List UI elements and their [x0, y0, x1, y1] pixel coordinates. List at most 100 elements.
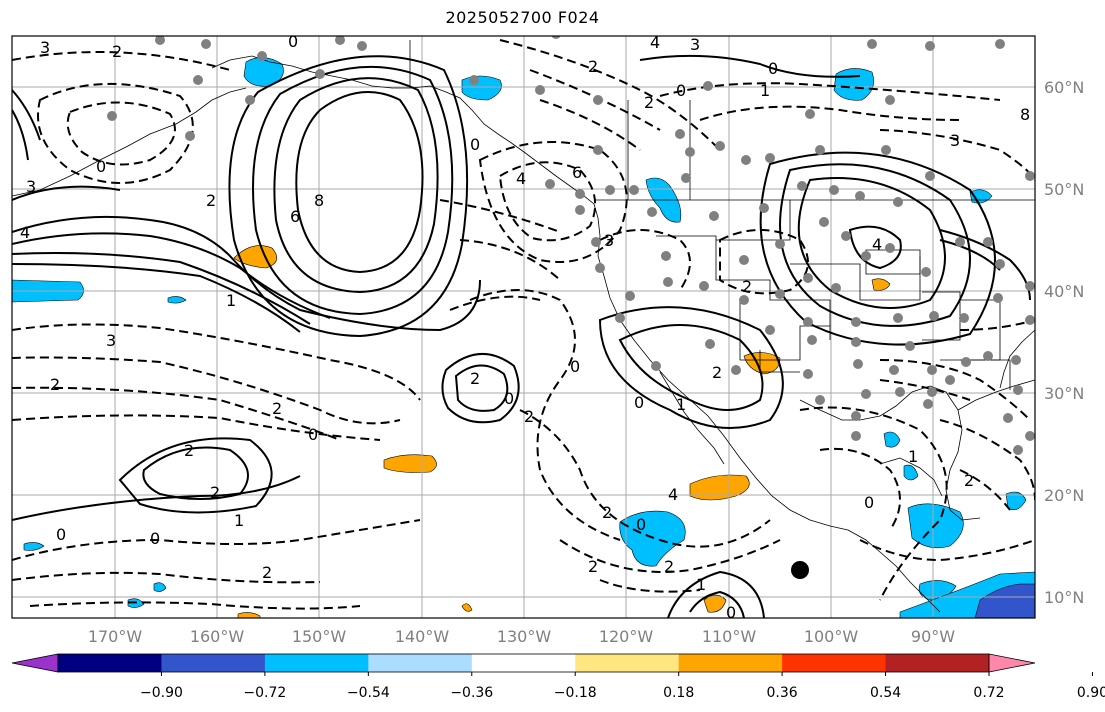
colorbar-tick-label: 0.72 — [973, 685, 1004, 701]
shade-blue-carib-2 — [1005, 491, 1027, 511]
contour-label: 3 — [950, 131, 960, 150]
colorbar-segment — [575, 654, 680, 672]
colorbar-tick-label: −0.72 — [243, 685, 286, 701]
contour-label: 0 — [150, 529, 160, 548]
lat-label: 10°N — [1044, 588, 1084, 607]
contour-label: 6 — [572, 163, 582, 182]
contour-label: 0 — [288, 32, 298, 51]
lon-label: 140°W — [395, 627, 450, 646]
shade-orange-sw — [743, 352, 781, 375]
contour-label: 0 — [634, 393, 644, 412]
colorbar-extend-max — [988, 653, 1036, 673]
shade-blue-small-1 — [167, 296, 187, 304]
contour-label: 1 — [676, 395, 686, 414]
contour-label: 1 — [908, 447, 918, 466]
shade-blue-small-4 — [153, 582, 167, 592]
contour-label: 1 — [226, 291, 236, 310]
shade-orange-pac-3 — [689, 474, 750, 501]
lon-label: 90°W — [911, 627, 955, 646]
contour-label: 0 — [726, 603, 736, 622]
contour-label: 0 — [570, 357, 580, 376]
lon-label: 170°W — [88, 627, 143, 646]
contour-label: 2 — [664, 557, 674, 576]
contour-label: 2 — [602, 503, 612, 522]
contour-label: 0 — [504, 389, 514, 408]
contour-label: 2 — [964, 471, 974, 490]
contour-label: 4 — [516, 169, 526, 188]
shade-navy-se — [974, 583, 1035, 618]
lat-label: 20°N — [1044, 486, 1084, 505]
contour-label: 0 — [864, 493, 874, 512]
contour-label: 0 — [636, 515, 646, 534]
colorbar-tick-label: 0.54 — [870, 685, 901, 701]
contour-label: 0 — [56, 525, 66, 544]
longitude-axis: 170°W 160°W 150°W 140°W 130°W 120°W 110°… — [88, 627, 955, 646]
contour-label: 1 — [760, 81, 770, 100]
contour-label: 3 — [26, 177, 36, 196]
contour-label: 2 — [588, 57, 598, 76]
contour-label: 2 — [470, 369, 480, 388]
colorbar-tick-label: −0.90 — [140, 685, 183, 701]
contour-label: 0 — [470, 135, 480, 154]
colorbar-segment — [264, 654, 369, 672]
lon-label: 120°W — [599, 627, 654, 646]
contour-label: 2 — [50, 375, 60, 394]
shade-orange-pac-1 — [233, 245, 278, 269]
lon-label: 110°W — [702, 627, 757, 646]
contour-label: 3 — [690, 35, 700, 54]
graticule — [12, 36, 1035, 618]
contour-label: 0 — [676, 81, 686, 100]
colorbar-segments — [58, 654, 990, 672]
dashed-contours — [12, 39, 1035, 610]
colorbar-tick-label: −0.54 — [347, 685, 390, 701]
contour-label: 8 — [1020, 105, 1030, 124]
colorbar-segment — [782, 654, 887, 672]
station-dot-black — [791, 561, 809, 579]
contour-label: 8 — [314, 191, 324, 210]
contour-label: 3 — [604, 231, 614, 250]
colorbar-tick-label: 0.90 — [1077, 685, 1105, 701]
shade-orange-pac-2 — [383, 454, 437, 473]
colorbar-tick-label: −0.36 — [450, 685, 493, 701]
contour-label: 0 — [96, 157, 106, 176]
contour-label: 2 — [742, 277, 752, 296]
shade-orange-midwest — [871, 278, 891, 291]
shade-orange-small — [461, 603, 473, 612]
shade-blue-nw — [833, 68, 874, 101]
colorbar-segment — [678, 654, 783, 672]
colorbar-segment — [471, 654, 576, 672]
contour-labels: 3 2 0 4 3 2 0 1 2 0 3 4 6 8 2 4 1 3 2 2 … — [20, 32, 1030, 622]
colorbar-tick-label: 0.36 — [767, 685, 798, 701]
colorbar-tick-label: 0.18 — [663, 685, 694, 701]
contour-label: 2 — [262, 563, 272, 582]
contour-label: 2 — [184, 441, 194, 460]
contour-label: 2 — [588, 557, 598, 576]
colorbar-segment — [58, 654, 162, 672]
colorbar-tick-label: −0.18 — [554, 685, 597, 701]
colorbar-extend-min — [11, 653, 59, 673]
contour-label: 2 — [112, 42, 122, 61]
contour-label: 2 — [206, 191, 216, 210]
solid-contours — [12, 54, 1031, 618]
contour-label: 4 — [872, 235, 882, 254]
shade-blue-mex-pac — [619, 510, 686, 567]
contour-label: 2 — [272, 399, 282, 418]
contour-label: 2 — [524, 407, 534, 426]
colorbar: −0.90 −0.72 −0.54 −0.36 −0.18 0.18 0.36 0.54 0.7… — [11, 653, 1105, 701]
contour-label: 4 — [668, 485, 678, 504]
lat-label: 50°N — [1044, 180, 1084, 199]
contour-label: 0 — [768, 59, 778, 78]
latitude-axis: 60°N 50°N 40°N 30°N 20°N 10°N — [1044, 78, 1084, 607]
map-title: 2025052700 F024 — [445, 8, 600, 27]
lat-label: 30°N — [1044, 384, 1084, 403]
contour-label: 2 — [644, 93, 654, 112]
lat-label: 40°N — [1044, 282, 1084, 301]
contour-label: 3 — [40, 38, 50, 57]
colorbar-segment — [161, 654, 266, 672]
lon-label: 100°W — [804, 627, 859, 646]
contour-label: 4 — [650, 33, 660, 52]
shade-blue-small-2 — [23, 542, 45, 551]
lon-label: 130°W — [497, 627, 552, 646]
contour-label: 2 — [712, 363, 722, 382]
